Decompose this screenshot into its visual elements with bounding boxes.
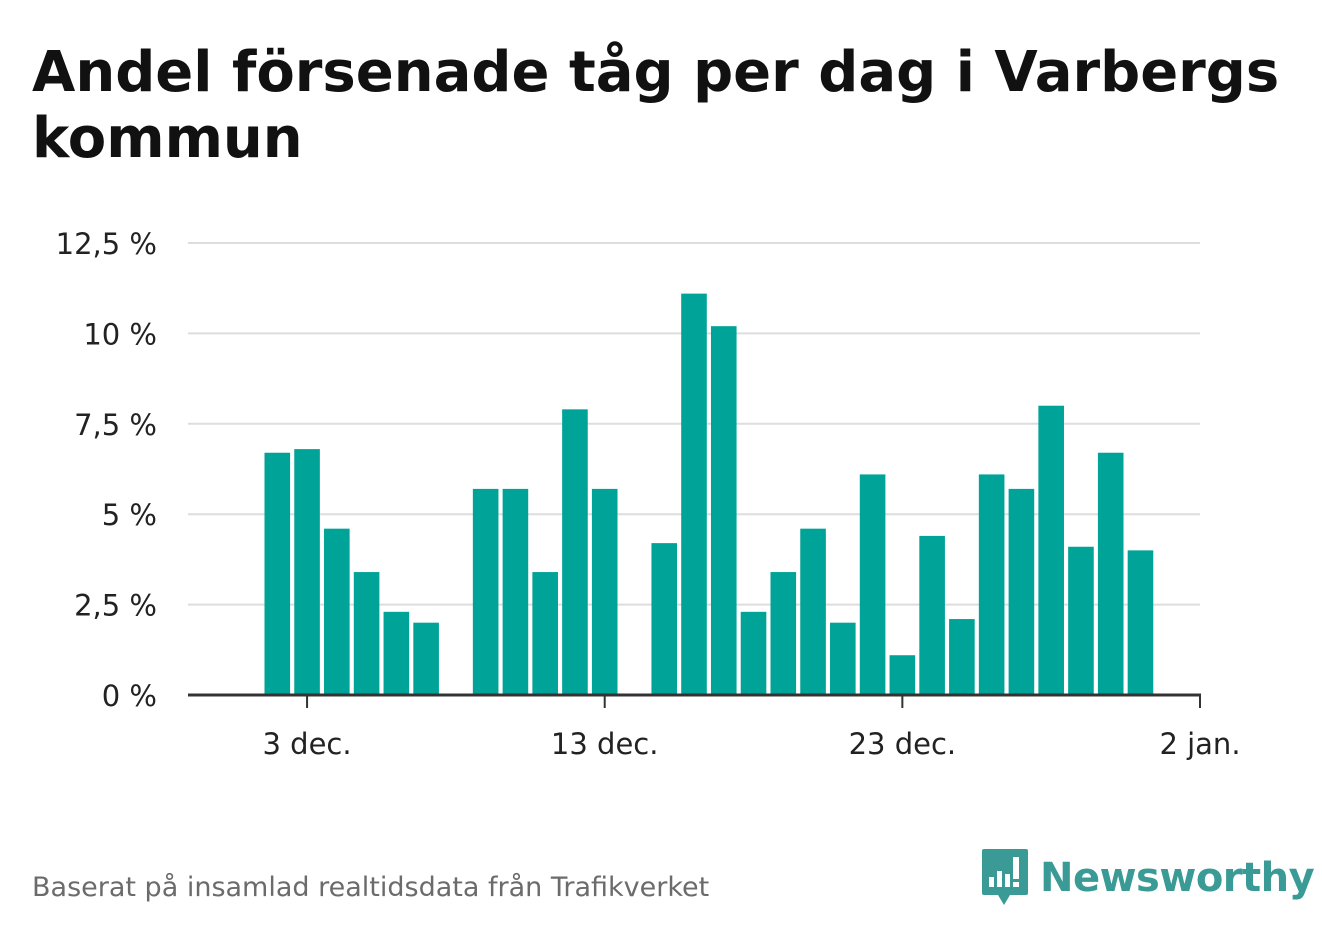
bar (1068, 546, 1094, 695)
bar (472, 488, 499, 695)
bar (502, 488, 529, 695)
x-axis-ticks: 3 dec. 13 dec. 23 dec. 2 jan. (263, 695, 1241, 761)
bar (710, 326, 737, 695)
y-tick-label: 2,5 % (74, 589, 157, 623)
bar (830, 622, 856, 695)
x-tick-label: 23 dec. (849, 727, 957, 761)
bar (949, 619, 975, 695)
x-tick-label: 2 jan. (1159, 727, 1240, 761)
bar (1097, 452, 1124, 695)
bar (681, 293, 707, 695)
bar (264, 452, 291, 695)
bar (740, 611, 767, 695)
bar (591, 488, 618, 695)
bar (562, 409, 588, 695)
y-tick-label: 10 % (83, 317, 157, 351)
bar (1127, 550, 1154, 695)
bar (889, 655, 916, 695)
brand-logo[interactable]: Newsworthy (980, 848, 1315, 908)
bar (978, 474, 1005, 695)
x-tick-label: 13 dec. (551, 727, 659, 761)
newsworthy-logo-icon (982, 849, 1028, 905)
y-tick-label: 5 % (102, 498, 157, 532)
bars (264, 293, 1154, 695)
source-note: Baserat på insamlad realtidsdata från Tr… (32, 872, 710, 903)
bar (1038, 405, 1064, 695)
bar (353, 572, 380, 695)
y-tick-label: 12,5 % (56, 227, 157, 261)
bar (651, 543, 678, 695)
y-axis-labels: 0 % 2,5 % 5 % 7,5 % 10 % 12,5 % (56, 227, 157, 713)
bar (383, 611, 410, 695)
bar (919, 535, 945, 695)
chart-title: Andel försenade tåg per dag i Varbergs k… (32, 40, 1280, 171)
y-tick-label: 7,5 % (74, 408, 157, 442)
brand-name: Newsworthy (1040, 855, 1315, 901)
bar (800, 528, 826, 695)
y-tick-label: 0 % (102, 679, 157, 713)
x-tick-label: 3 dec. (263, 727, 352, 761)
bar (324, 528, 350, 695)
bar (413, 622, 439, 695)
bar (859, 474, 886, 695)
bar (294, 449, 320, 695)
bar (1008, 488, 1035, 695)
bar (532, 572, 558, 695)
bar (770, 572, 797, 695)
